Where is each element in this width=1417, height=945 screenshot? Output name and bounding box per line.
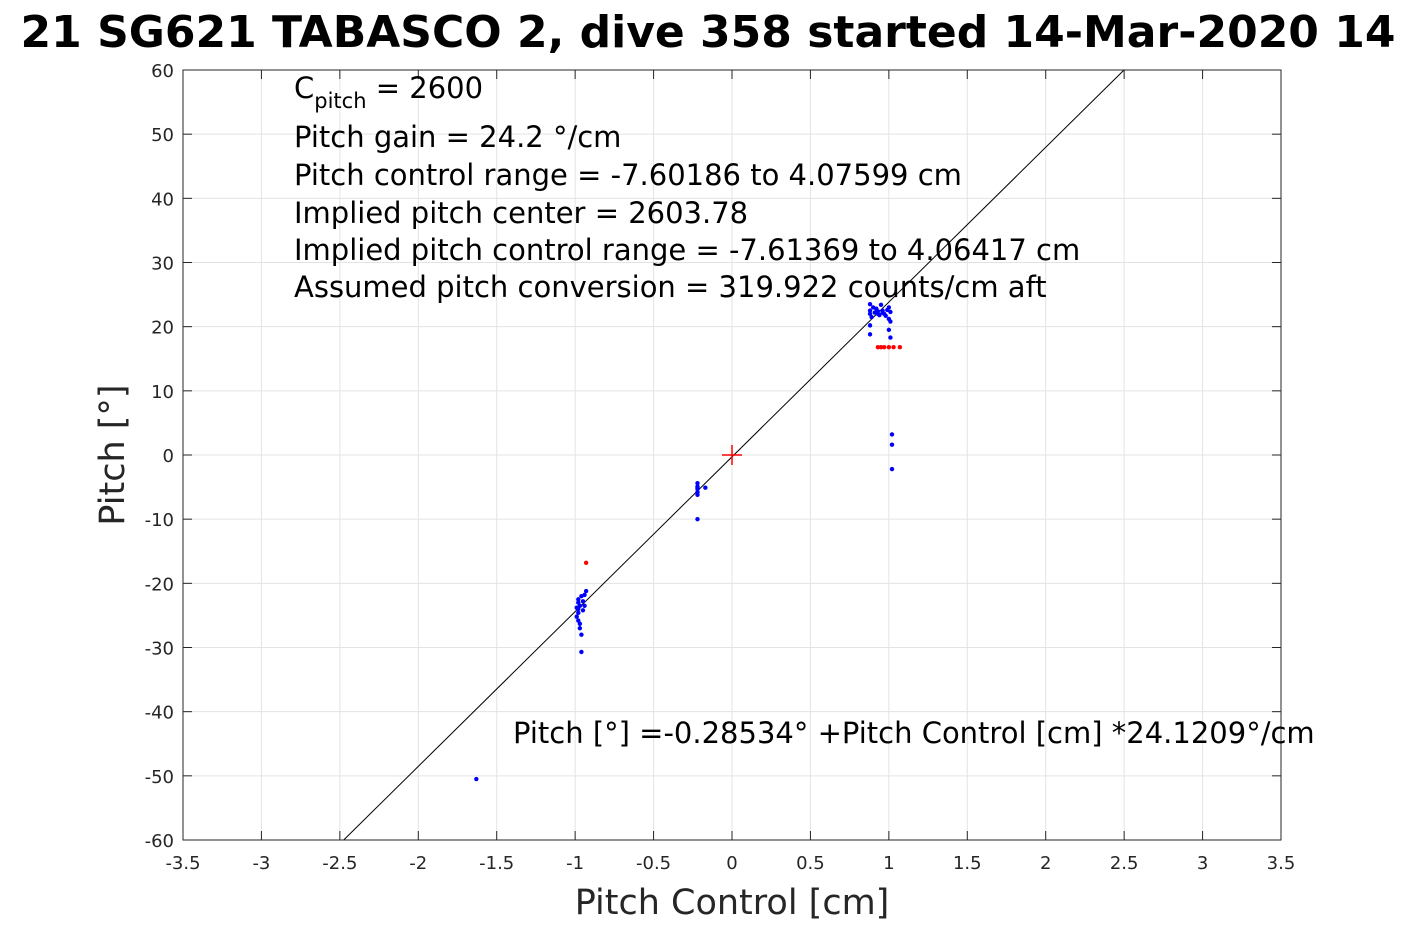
data-point-blue xyxy=(877,312,882,318)
grid xyxy=(182,69,1282,841)
x-tick-label: 0.5 xyxy=(796,853,825,874)
annotation-implied-range: Implied pitch control range = -7.61369 t… xyxy=(294,233,1080,267)
y-tick-label: 10 xyxy=(151,382,174,403)
data-point-blue xyxy=(875,309,881,314)
data-point-blue xyxy=(576,597,581,602)
c-pitch-symbol: C xyxy=(294,71,314,105)
data-point-blue xyxy=(474,776,479,782)
data-point-red xyxy=(881,345,887,350)
chart-title: 21 SG621 TABASCO 2, dive 358 started 14-… xyxy=(21,7,1396,58)
data-point-blue xyxy=(886,305,892,310)
data-point-blue xyxy=(889,466,895,472)
x-tick-label: 2 xyxy=(1040,853,1051,874)
annotation-conversion: Assumed pitch conversion = 319.922 count… xyxy=(294,270,1047,304)
data-point-blue xyxy=(695,481,700,486)
x-tick-label: 1 xyxy=(883,853,894,874)
data-point-blue xyxy=(883,313,888,318)
x-tick-label: 1.5 xyxy=(953,853,982,874)
data-point-red xyxy=(875,345,881,350)
y-tick-label: 30 xyxy=(151,254,174,275)
data-point-blue xyxy=(579,632,584,637)
data-point-blue xyxy=(577,626,583,631)
data-points xyxy=(474,302,903,782)
data-point-blue xyxy=(574,605,579,610)
data-point-blue xyxy=(889,442,895,447)
y-tick-label: -60 xyxy=(145,831,174,852)
data-point-blue xyxy=(583,588,589,594)
annotation-c-pitch: Cpitch = 2600 xyxy=(294,71,483,113)
y-ticks: 60 50 40 30 20 10 0 -10 -20 -30 -40 -50 -60 xyxy=(145,61,1281,852)
data-point-blue xyxy=(880,310,885,315)
data-point-blue xyxy=(867,323,873,328)
x-tick-label: -2.5 xyxy=(322,853,357,874)
x-tick-label: 3.5 xyxy=(1267,853,1296,874)
data-point-blue xyxy=(574,614,579,619)
annotation-implied-center: Implied pitch center = 2603.78 xyxy=(294,196,748,230)
data-point-blue xyxy=(878,302,884,308)
data-point-blue xyxy=(580,608,586,613)
data-point-red xyxy=(583,560,589,565)
annotation-fit-equation: Pitch [°] =-0.28534° +Pitch Control [cm]… xyxy=(513,716,1315,750)
data-point-blue xyxy=(582,603,587,608)
x-tick-label: -1.5 xyxy=(479,853,514,874)
annotation-control-range: Pitch control range = -7.60186 to 4.0759… xyxy=(294,158,962,192)
data-point-blue xyxy=(889,432,895,437)
data-point-blue xyxy=(888,309,893,315)
data-point-blue xyxy=(580,599,586,604)
y-tick-label: -10 xyxy=(145,510,174,531)
annotation-pitch-gain: Pitch gain = 24.2 °/cm xyxy=(294,120,621,154)
x-tick-label: 3 xyxy=(1197,853,1208,874)
center-marker-layer xyxy=(722,445,742,465)
c-pitch-subscript: pitch xyxy=(314,89,366,113)
data-point-blue xyxy=(703,485,708,490)
data-point-blue xyxy=(867,302,873,307)
data-point-red xyxy=(897,345,903,350)
data-point-blue xyxy=(695,492,700,497)
y-tick-label: 0 xyxy=(163,446,174,467)
data-point-blue xyxy=(579,593,584,599)
y-tick-label: -50 xyxy=(145,767,174,788)
data-point-blue xyxy=(888,335,893,340)
y-tick-label: 20 xyxy=(151,318,174,339)
data-point-blue xyxy=(867,308,873,313)
x-tick-label: 0 xyxy=(726,853,737,874)
y-tick-label: 50 xyxy=(151,125,174,146)
x-tick-label: -3.5 xyxy=(165,853,200,874)
data-point-blue xyxy=(888,319,893,324)
data-point-blue xyxy=(576,610,581,616)
x-tick-label: -1 xyxy=(566,853,584,874)
data-point-red xyxy=(878,345,884,350)
x-tick-label: -0.5 xyxy=(636,853,671,874)
y-axis-label: Pitch [°] xyxy=(93,384,133,525)
y-tick-label: -30 xyxy=(145,639,174,660)
y-tick-label: -40 xyxy=(145,703,174,724)
x-ticks: -3.5 -3 -2.5 -2 -1.5 -1 -0.5 0 0.5 1 1.5 2 2.5 3 3.5 xyxy=(165,70,1295,874)
x-axis-label: Pitch Control [cm] xyxy=(575,883,890,923)
y-tick-label: 60 xyxy=(151,61,174,82)
data-point-blue xyxy=(886,327,892,333)
data-point-blue xyxy=(867,332,873,337)
data-point-blue xyxy=(579,649,584,655)
y-tick-label: -20 xyxy=(145,574,174,595)
data-point-blue xyxy=(869,314,874,320)
data-point-blue xyxy=(577,621,583,626)
data-point-blue xyxy=(695,485,700,490)
c-pitch-value: = 2600 xyxy=(367,71,484,105)
data-point-blue xyxy=(695,516,700,522)
x-tick-label: -3 xyxy=(252,853,270,874)
x-tick-label: -2 xyxy=(409,853,427,874)
data-point-red xyxy=(886,345,892,350)
y-tick-label: 40 xyxy=(151,189,174,210)
x-tick-label: 2.5 xyxy=(1110,853,1139,874)
data-point-red xyxy=(891,345,896,350)
